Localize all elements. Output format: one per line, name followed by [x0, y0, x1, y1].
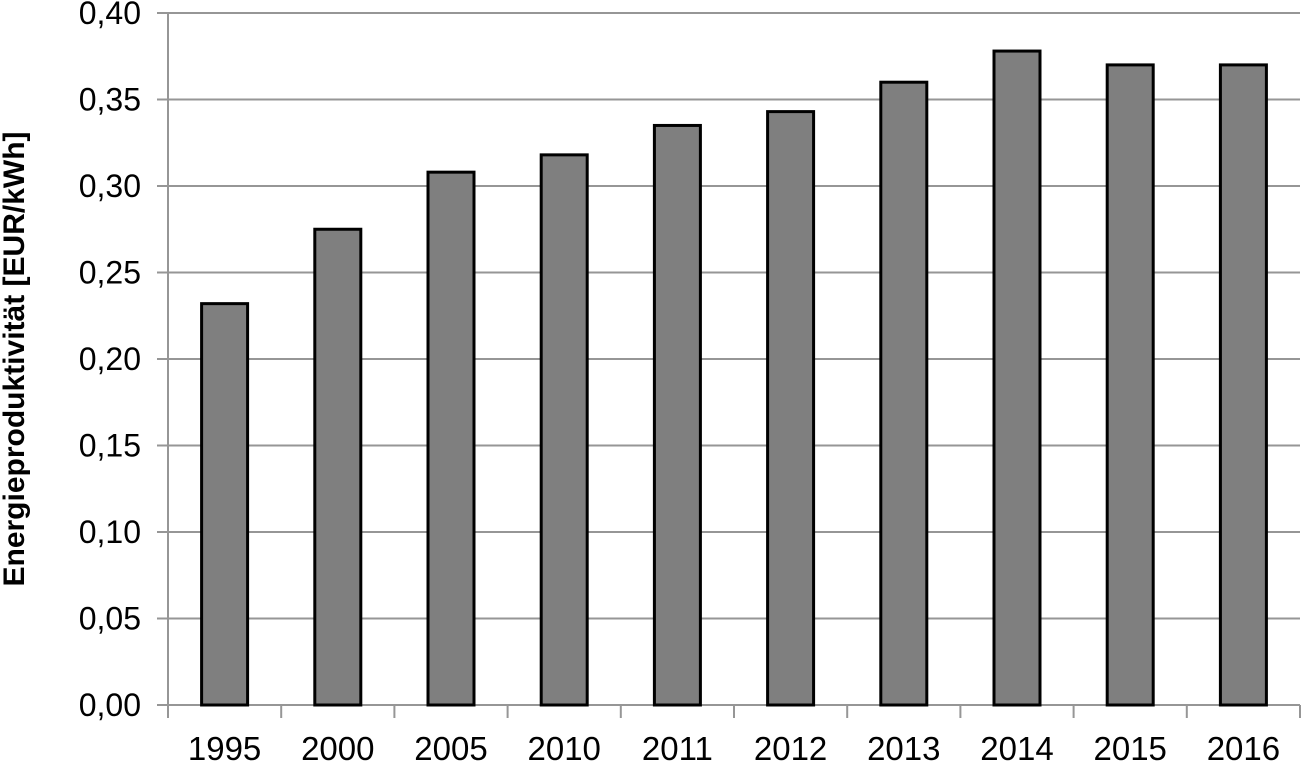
- y-tick-label: 0,15: [79, 428, 141, 464]
- y-axis-title: Energieproduktivität [EUR/kWh]: [0, 131, 31, 586]
- tick-labels-layer: 0,00 0,05 0,10 0,15 0,20 0,25 0,30 0,35 0,40 1995…: [79, 0, 1280, 767]
- y-tick-label: 0,00: [79, 687, 141, 723]
- x-tick-label-2010: 2010: [527, 730, 600, 767]
- axes-layer: [157, 12, 1301, 718]
- y-tick-label: 0,40: [79, 0, 141, 31]
- x-tick-label-2012: 2012: [754, 730, 827, 767]
- x-tick-label-1995: 1995: [188, 730, 261, 767]
- bar-2012: [766, 110, 816, 707]
- bars-layer: [200, 49, 1268, 707]
- x-tick-label-2016: 2016: [1207, 730, 1280, 767]
- x-tick-label-2015: 2015: [1093, 730, 1166, 767]
- bar-2016: [1218, 63, 1268, 707]
- y-tick-label: 0,10: [79, 514, 141, 550]
- x-tick-label-2005: 2005: [414, 730, 487, 767]
- y-tick-label: 0,20: [79, 341, 141, 377]
- y-tick-label: 0,35: [79, 82, 141, 118]
- x-tick-label-2011: 2011: [642, 730, 713, 767]
- bar-2000: [313, 227, 363, 707]
- y-tick-label: 0,30: [79, 168, 141, 204]
- y-tick-label: 0,05: [79, 601, 141, 637]
- x-tick-label-2013: 2013: [867, 730, 940, 767]
- bar-2005: [426, 170, 476, 707]
- bar-2010: [539, 153, 589, 707]
- bar-2013: [879, 80, 929, 707]
- bar-2011: [652, 123, 702, 707]
- bar-1995: [200, 302, 250, 707]
- y-tick-label: 0,25: [79, 255, 141, 291]
- bar-2015: [1105, 63, 1155, 707]
- bar-2014: [992, 49, 1042, 707]
- x-tick-label-2000: 2000: [301, 730, 374, 767]
- x-tick-label-2014: 2014: [980, 730, 1053, 767]
